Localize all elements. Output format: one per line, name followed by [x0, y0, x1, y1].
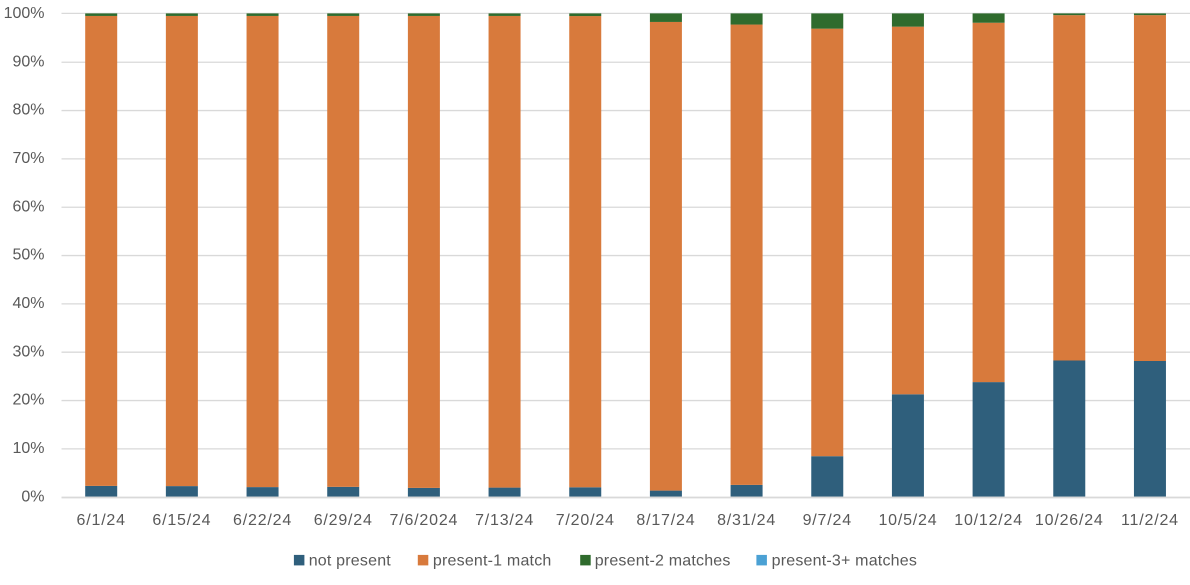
svg-text:10/5/24: 10/5/24 [878, 512, 937, 529]
svg-text:6/29/24: 6/29/24 [314, 512, 373, 529]
svg-text:present-1 match: present-1 match [433, 552, 552, 569]
svg-text:7/20/24: 7/20/24 [556, 512, 615, 529]
svg-text:6/15/24: 6/15/24 [152, 512, 211, 529]
svg-text:10/26/24: 10/26/24 [1035, 512, 1104, 529]
svg-text:30%: 30% [12, 343, 44, 360]
svg-text:50%: 50% [12, 247, 44, 264]
svg-text:present-2 matches: present-2 matches [595, 552, 731, 569]
svg-text:9/7/24: 9/7/24 [803, 512, 852, 529]
svg-text:10%: 10% [12, 440, 44, 457]
svg-text:0%: 0% [21, 488, 44, 505]
svg-text:6/1/24: 6/1/24 [77, 512, 126, 529]
svg-text:7/6/2024: 7/6/2024 [390, 512, 459, 529]
svg-text:7/13/24: 7/13/24 [475, 512, 534, 529]
svg-text:90%: 90% [12, 53, 44, 70]
svg-text:70%: 70% [12, 150, 44, 167]
svg-text:8/31/24: 8/31/24 [717, 512, 776, 529]
svg-text:6/22/24: 6/22/24 [233, 512, 292, 529]
svg-text:40%: 40% [12, 295, 44, 312]
svg-text:11/2/24: 11/2/24 [1121, 512, 1179, 529]
svg-text:10/12/24: 10/12/24 [954, 512, 1023, 529]
svg-text:20%: 20% [12, 392, 44, 409]
svg-text:8/17/24: 8/17/24 [636, 512, 695, 529]
svg-text:80%: 80% [12, 102, 44, 119]
svg-text:not present: not present [309, 552, 392, 569]
svg-text:100%: 100% [4, 5, 45, 22]
svg-text:60%: 60% [12, 198, 44, 215]
svg-text:present-3+ matches: present-3+ matches [772, 552, 917, 569]
